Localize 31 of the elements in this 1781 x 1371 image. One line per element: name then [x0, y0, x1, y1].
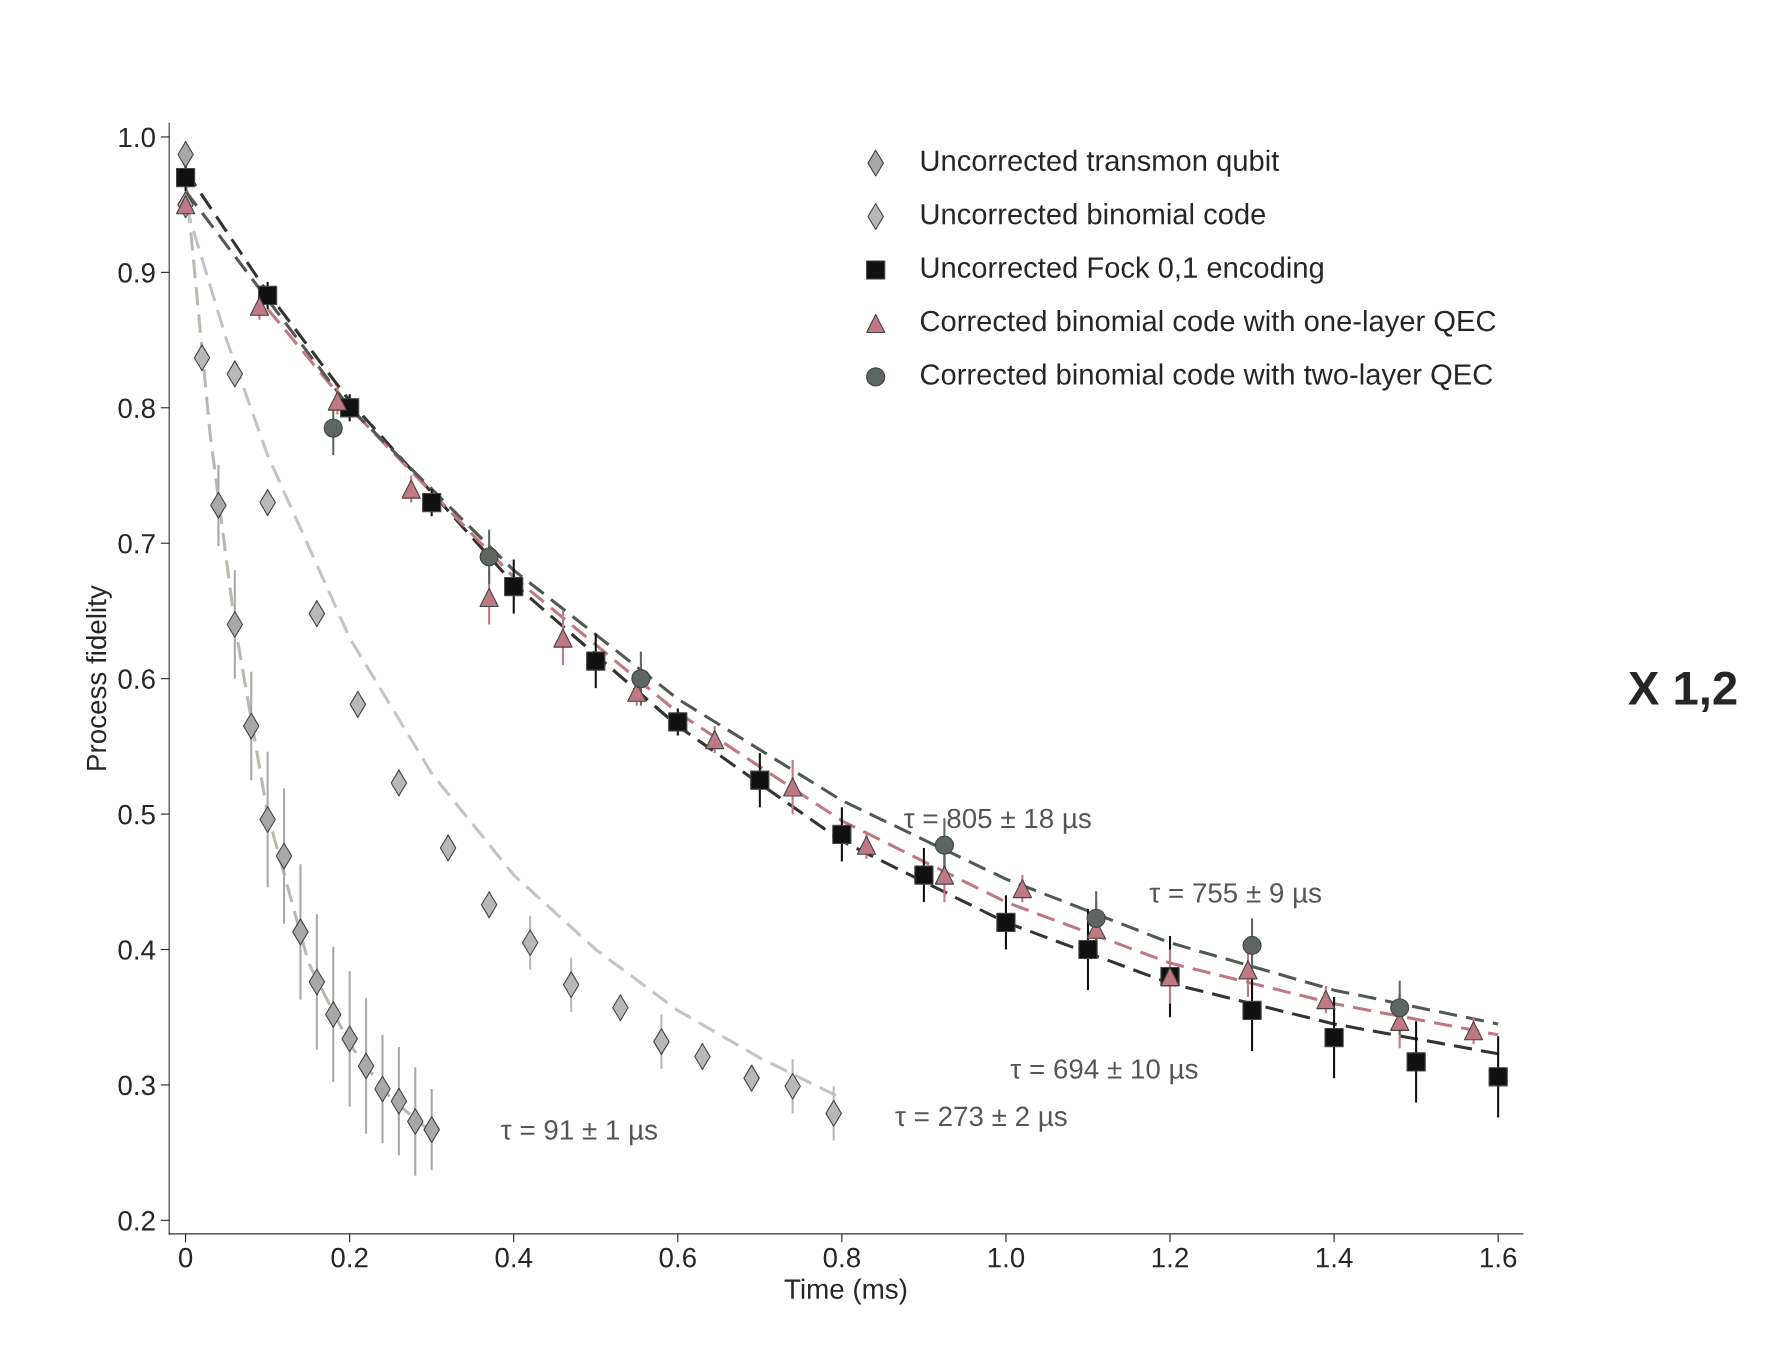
- y-tick-label: 0.9: [118, 263, 155, 283]
- legend-label: Uncorrected transmon qubit: [921, 149, 1280, 177]
- annotation: τ = 805 ± 18 µs: [904, 808, 1091, 834]
- y-tick-label: 0.6: [118, 669, 155, 689]
- x-tick-label: 0.8: [823, 1247, 860, 1268]
- y-tick-label: 0.2: [118, 1211, 155, 1231]
- y-axis-title: Process fidelity: [85, 585, 112, 770]
- legend-label: Uncorrected binomial code: [921, 203, 1266, 225]
- y-tick-label: 0.3: [118, 1075, 155, 1096]
- annotation: τ = 694 ± 10 µs: [1010, 1059, 1198, 1085]
- x-tick-label: 1.4: [1316, 1248, 1353, 1268]
- legend-label: Uncorrected Fock 0,1 encoding: [921, 256, 1323, 284]
- y-tick-label: 0.8: [118, 398, 155, 419]
- legend-label: Corrected binomial code with two-layer QEC: [920, 363, 1493, 391]
- legend-label: Corrected binomial code with one-layer QEC: [920, 309, 1496, 338]
- annotation: τ = 91 ± 1 µs: [501, 1120, 657, 1146]
- x-axis-title: Time (ms): [784, 1278, 907, 1305]
- y-tick-label: 0.4: [118, 940, 156, 960]
- annotation: τ = 273 ± 2 µs: [895, 1106, 1067, 1132]
- y-tick-label: 0.7: [118, 533, 155, 554]
- x-tick-label: 0.6: [659, 1247, 696, 1268]
- annotation: τ = 755 ± 9 µs: [1149, 883, 1321, 909]
- text: X 1,2: [1628, 671, 1737, 712]
- x-tick-label: 0: [178, 1247, 193, 1268]
- y-tick-label: 1.0: [119, 127, 155, 148]
- x-tick-label: 0.4: [495, 1247, 533, 1268]
- x-tick-label: 1.6: [1480, 1247, 1517, 1268]
- x-tick-label: 0.2: [331, 1247, 368, 1268]
- x-tick-label: 1.0: [988, 1247, 1025, 1268]
- y-tick-label: 0.5: [118, 804, 155, 825]
- x-tick-label: 1.2: [1152, 1247, 1188, 1268]
